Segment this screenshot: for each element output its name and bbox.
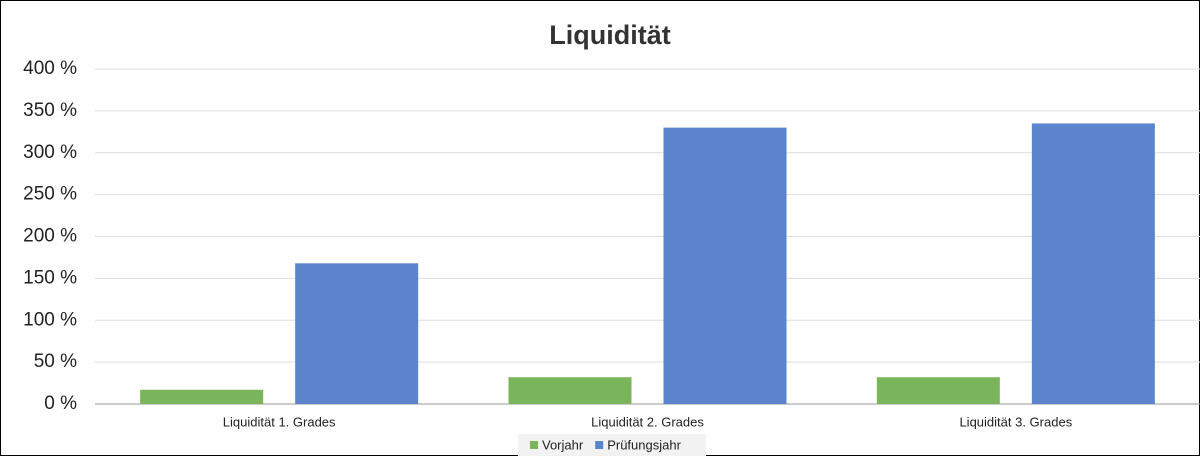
legend-label: Prüfungsjahr	[607, 437, 681, 452]
y-tick-label: 400 %	[23, 58, 77, 79]
y-tick-label: 350 %	[23, 100, 77, 121]
bar	[663, 127, 787, 404]
bar	[140, 389, 264, 404]
bar	[876, 377, 1000, 404]
x-tick-label: Liquidität 3. Grades	[959, 414, 1072, 429]
chart-title: Liquidität	[549, 20, 670, 50]
legend-label: Vorjahr	[542, 437, 584, 452]
legend-swatch	[530, 441, 538, 449]
bar	[1031, 123, 1155, 404]
y-tick-label: 150 %	[23, 267, 77, 288]
legend-swatch	[595, 441, 604, 449]
y-tick-label: 200 %	[23, 226, 77, 247]
x-tick-label: Liquidität 2. Grades	[591, 414, 704, 429]
x-tick-label: Liquidität 1. Grades	[223, 414, 336, 429]
y-tick-label: 300 %	[23, 142, 77, 163]
y-tick-label: 0 %	[44, 393, 77, 414]
y-tick-label: 50 %	[34, 351, 77, 372]
bar	[295, 263, 419, 404]
y-tick-label: 100 %	[23, 309, 77, 330]
bar	[508, 377, 632, 404]
legend-box	[518, 434, 706, 456]
y-tick-label: 250 %	[23, 184, 77, 205]
